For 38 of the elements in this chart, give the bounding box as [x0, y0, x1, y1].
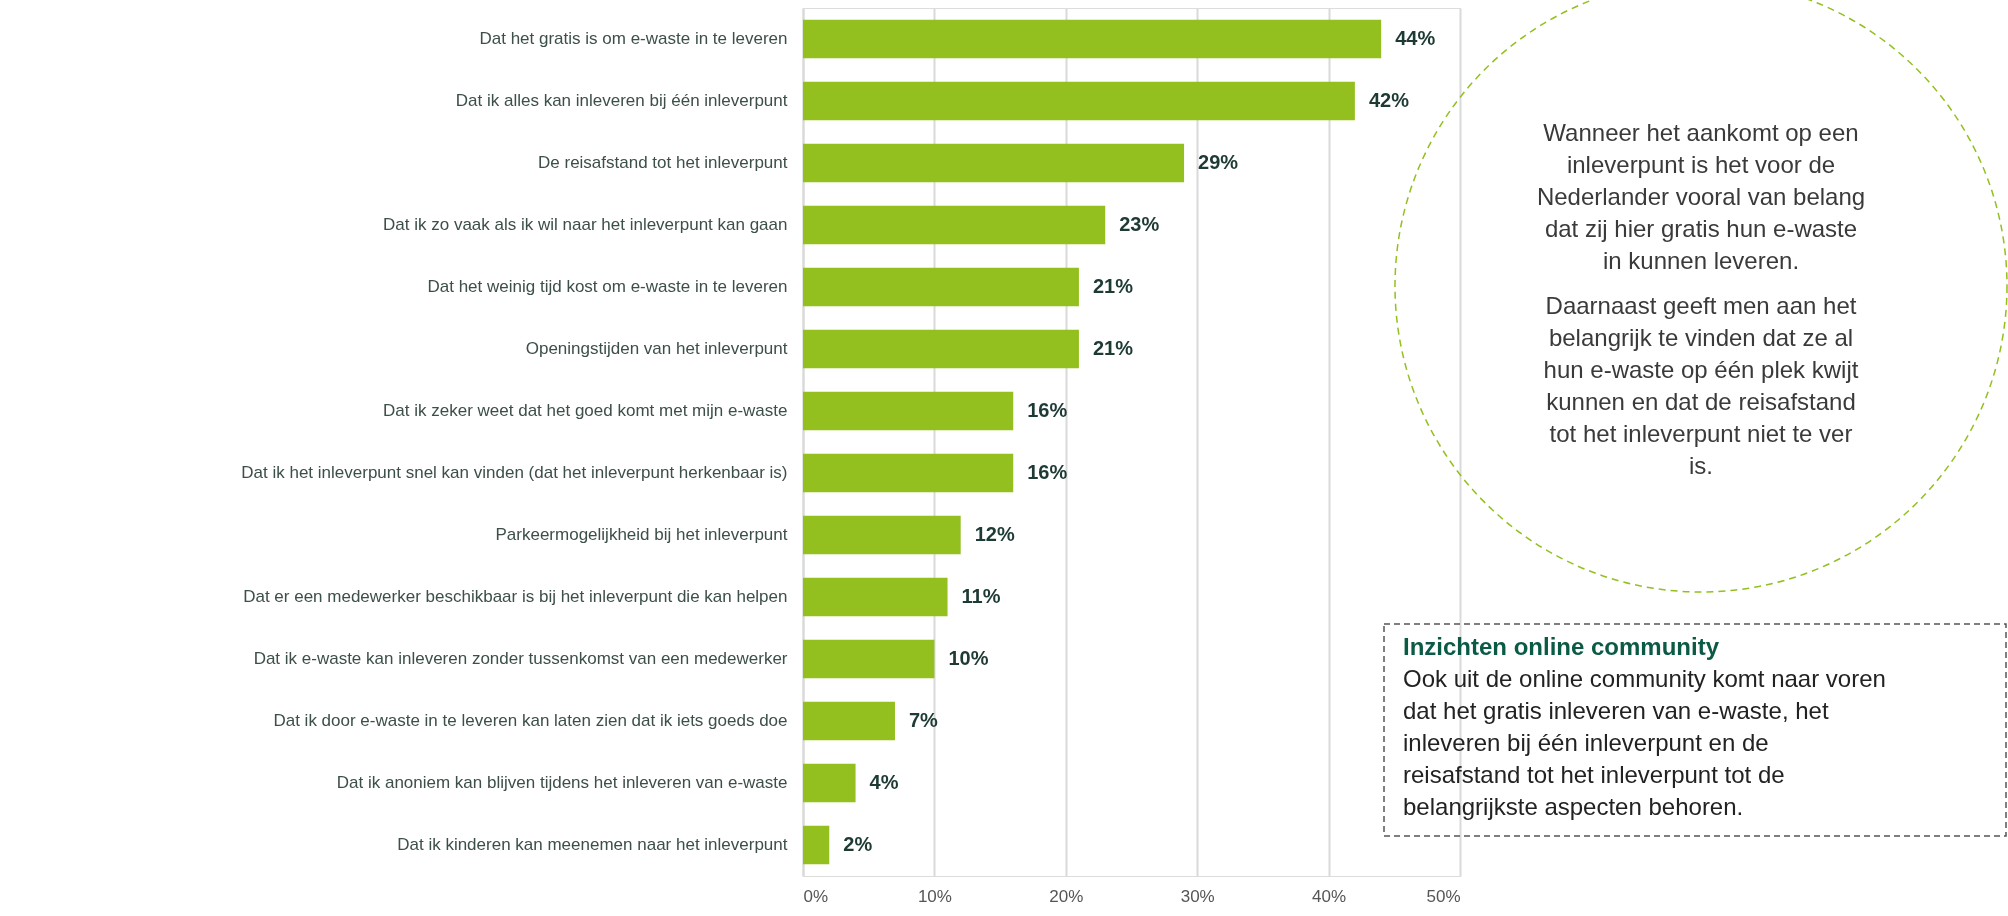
y-tick-label: Dat ik zeker weet dat het goed komt met mijn e-waste [383, 401, 788, 420]
data-label: 4% [869, 771, 899, 793]
y-tick-label: Dat ik zo vaak als ik wil naar het inleverpunt kan gaan [383, 215, 788, 234]
x-tick-label: 40% [1312, 886, 1347, 906]
y-tick-label: Dat ik het inleverpunt snel kan vinden (dat het inleverpunt herkenbaar is) [241, 463, 788, 482]
data-label: 2% [843, 833, 873, 855]
data-label: 12% [974, 523, 1015, 545]
y-tick-label: Dat ik kinderen kan meenemen naar het inleverpunt [397, 835, 788, 854]
data-label: 10% [948, 647, 989, 669]
data-label: 42% [1368, 89, 1410, 111]
data-label: 7% [908, 709, 939, 731]
y-tick-label: Parkeermogelijkheid bij het inleverpunt [495, 525, 788, 544]
data-label: 23% [1119, 213, 1160, 235]
y-tick-label: Dat het weinig tijd kost om e-waste in te leveren [427, 277, 788, 296]
data-label: 21% [1092, 275, 1134, 297]
data-label: 29% [1198, 151, 1239, 173]
text: Daarnaast geeft men aan het belangrijk te vinden dat ze al hun e-waste op één plek kwijt kunnen en dat de reisafstand tot het inleverpunt niet te ver is. [1543, 292, 1859, 479]
y-tick-label: Dat ik alles kan inleveren bij één inleverpunt [455, 91, 788, 110]
x-tick-label: 20% [1049, 886, 1084, 906]
y-tick-label: Dat ik e-waste kan inleveren zonder tussenkomst van een medewerker [253, 649, 788, 668]
x-tick-label: 10% [917, 886, 952, 906]
data-label: 11% [961, 585, 1001, 607]
data-label: 16% [1027, 399, 1068, 421]
y-tick-label: Openingstijden van het inleverpunt [525, 339, 788, 358]
y-tick-label: Dat er een medewerker beschikbaar is bij het inleverpunt die kan helpen [243, 587, 788, 606]
text: Wanneer het aankomt op een inleverpunt is het voor de Nederlander vooral van belang dat zij hier gratis hun e-waste in kunnen leveren. [1536, 119, 1866, 274]
data-label: 21% [1092, 337, 1134, 359]
data-label: 44% [1395, 27, 1436, 49]
x-tick-label: 30% [1180, 886, 1215, 906]
y-tick-label: Dat het gratis is om e-waste in te leveren [479, 29, 788, 48]
y-tick-label: Dat ik door e-waste in te leveren kan laten zien dat ik iets goeds doe [273, 711, 788, 730]
y-tick-label: De reisafstand tot het inleverpunt [538, 153, 788, 172]
x-tick-label: 50% [1426, 886, 1461, 906]
x-tick-label: 0% [803, 886, 829, 906]
y-tick-label: Dat ik anoniem kan blijven tijdens het inleveren van e-waste [336, 773, 788, 792]
data-label: 16% [1027, 461, 1068, 483]
annotation: Inzichten online community [1403, 633, 1720, 660]
annotation: Ook uit de online community komt naar voren dat het gratis inleveren van e-waste, het inleveren bij één inleverpunt en de reisafstand tot het inleverpunt tot de belangrijkste aspecten behoren. [1403, 665, 1886, 820]
